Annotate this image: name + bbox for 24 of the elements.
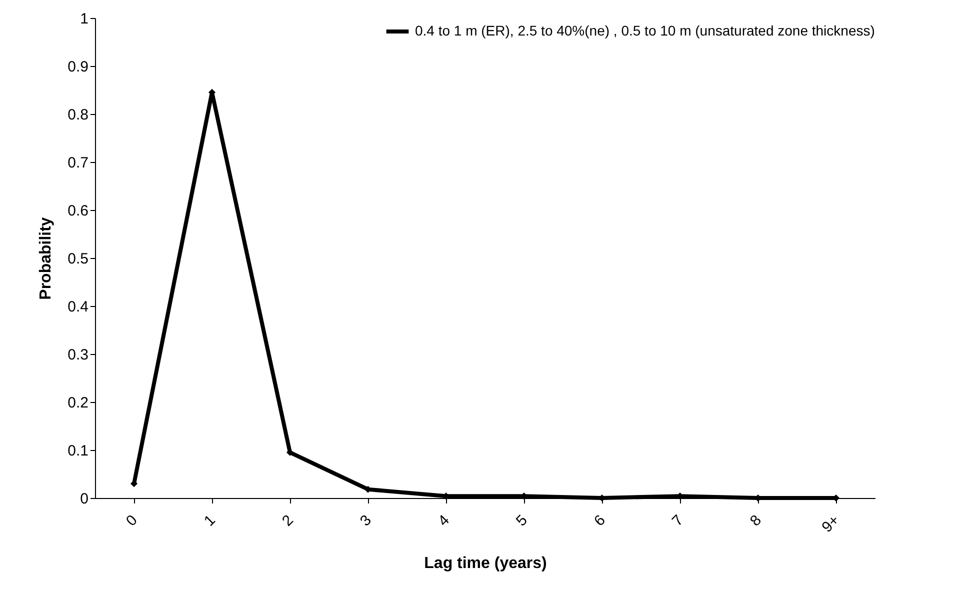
x-tick-label: 2 xyxy=(278,512,297,530)
y-tick-label: 0.7 xyxy=(68,154,88,172)
y-tick-label: 0.5 xyxy=(68,250,88,268)
y-tick-label: 0.6 xyxy=(68,202,88,220)
x-tick-label: 5 xyxy=(512,512,531,530)
x-tick-label: 7 xyxy=(668,512,687,530)
y-tick-label: 0.2 xyxy=(68,394,88,412)
y-tick-label: 0.1 xyxy=(68,442,88,460)
y-tick-label: 0.9 xyxy=(68,58,88,76)
y-tick-label: 0.3 xyxy=(68,346,88,364)
x-tick-label: 8 xyxy=(746,512,765,530)
x-tick-label: 3 xyxy=(356,512,375,530)
y-tick-label: 0.8 xyxy=(68,106,88,124)
x-tick-label: 0 xyxy=(122,512,141,530)
x-axis-title: Lag time (years) xyxy=(424,555,547,572)
legend-label: 0.4 to 1 m (ER), 2.5 to 40%(ne) , 0.5 to 10 m (unsaturated zone thickness) xyxy=(415,22,875,38)
y-tick-label: 1 xyxy=(80,10,88,28)
y-tick-label: 0 xyxy=(80,490,88,508)
x-tick-label: 6 xyxy=(590,512,609,530)
x-tick-label: 4 xyxy=(434,512,453,530)
x-tick-label: 9+ xyxy=(818,512,844,536)
y-axis-title: Probability xyxy=(38,217,55,300)
x-tick-label: 1 xyxy=(200,512,219,530)
y-tick-label: 0.4 xyxy=(68,298,88,316)
